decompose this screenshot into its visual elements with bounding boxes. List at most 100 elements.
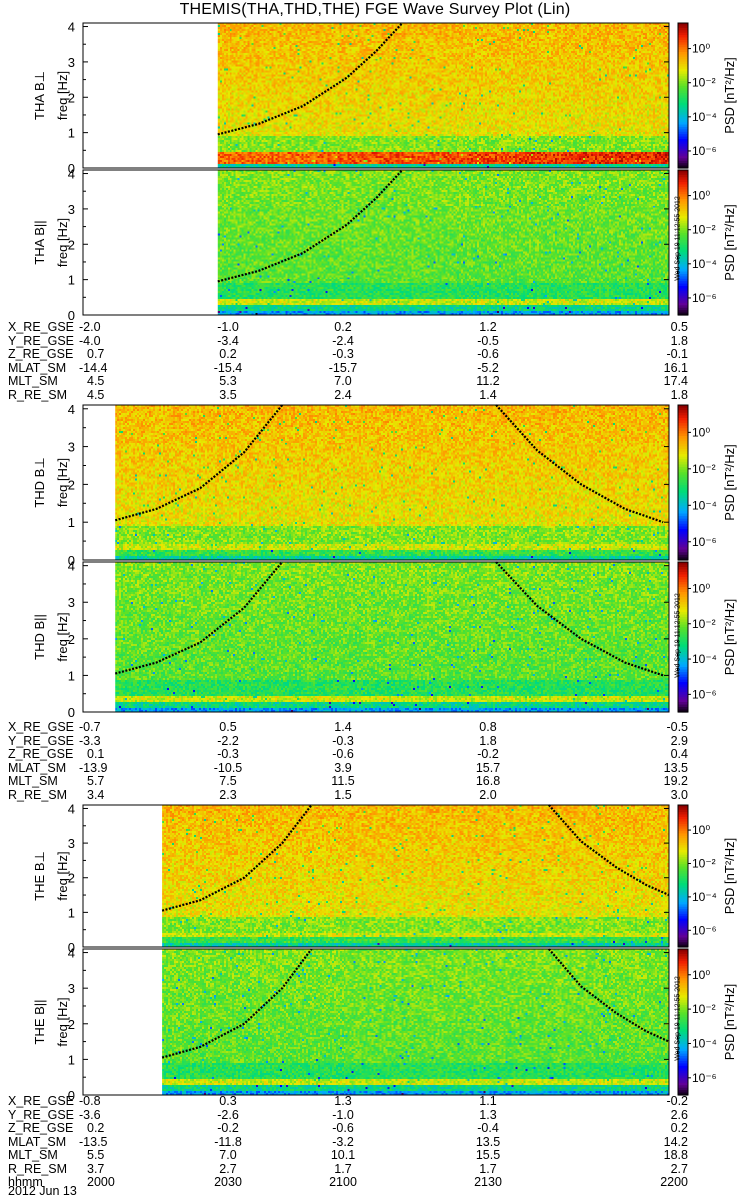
ephemeris-value: 1.4	[479, 387, 497, 402]
colorbar-segment	[678, 59, 688, 63]
colorbar-segment	[678, 607, 688, 611]
ephemeris-value: 2.6	[670, 1107, 688, 1122]
colorbar-segment	[678, 906, 688, 910]
colorbar-segment	[678, 461, 688, 466]
ephemeris-row-mlt_sm: MLT_SM 4.5 5.3 7.0 11.2 17.4	[8, 374, 688, 388]
colorbar-segment	[678, 148, 688, 152]
colorbar-tick-label: 10⁰	[692, 823, 710, 837]
colorbar-segment	[678, 584, 688, 588]
spectrogram-image	[217, 23, 669, 168]
colorbar-segment	[678, 451, 688, 455]
ephemeris-value: 15.7	[475, 760, 501, 775]
colorbar-segment	[678, 592, 688, 596]
colorbar-segment	[678, 887, 688, 891]
colorbar-tick-label: 10⁰	[692, 968, 710, 982]
freq-axis-label: freq [Hz]	[55, 851, 70, 900]
colorbar-segment	[678, 677, 688, 681]
colorbar-segment	[678, 642, 688, 646]
colorbar-segment	[678, 697, 688, 701]
colorbar-segment	[678, 479, 688, 484]
colorbar-segment	[678, 81, 688, 85]
colorbar-segment	[678, 47, 688, 51]
colorbar-segment	[678, 196, 688, 200]
ephemeris-value: 3.4	[87, 787, 105, 802]
colorbar-segment	[678, 290, 688, 294]
colorbar-segment	[678, 95, 688, 99]
ephemeris-value: 2.0	[479, 787, 497, 802]
panel-frame	[82, 404, 670, 561]
y-tick-label: 0	[68, 1088, 75, 1103]
colorbar-segment	[678, 973, 688, 977]
colorbar-segment	[678, 529, 688, 533]
colorbar-segment	[678, 266, 688, 270]
colorbar-segment	[678, 425, 688, 429]
colorbar-segment	[678, 307, 688, 311]
colorbar-segment	[678, 569, 688, 573]
colorbar-segment	[678, 295, 688, 299]
colorbar-segment	[678, 1019, 688, 1023]
colorbar-segment	[678, 160, 688, 164]
y-tick-label: 2	[68, 477, 75, 492]
colorbar-segment	[678, 1092, 688, 1096]
colorbar-segment	[678, 1026, 688, 1030]
colorbar-segment	[678, 992, 688, 996]
colorbar-segment	[678, 203, 688, 207]
colorbar-segment	[678, 828, 688, 832]
freq-axis-label: freq [Hz]	[55, 997, 70, 1046]
ephemeris-label: Z_RE_GSE	[8, 347, 74, 361]
colorbar-segment	[678, 201, 688, 205]
colorbar-segment	[678, 114, 688, 118]
colorbar-segment	[678, 823, 688, 827]
colorbar-segment	[678, 454, 688, 458]
colorbar-segment	[678, 647, 688, 651]
colorbar-segment	[678, 913, 688, 917]
ephemeris-value: 2100	[329, 1175, 357, 1189]
colorbar-segment	[678, 1041, 688, 1045]
colorbar-segment	[678, 937, 688, 941]
colorbar-label: PSD [nT²/Hz]	[722, 444, 737, 521]
spectrogram-panel-thd-par: 0 1 2 3 4 THD B|| freq [Hz]	[32, 559, 670, 720]
colorbar-segment	[678, 970, 688, 974]
colorbar-segment	[678, 232, 688, 236]
colorbar-segment	[678, 694, 688, 698]
ephemeris-value: 0.2	[670, 1121, 688, 1135]
curve-gyro_freq	[217, 169, 404, 283]
y-tick-label: 4	[68, 946, 75, 961]
y-tick-label: 2	[68, 1017, 75, 1032]
ephemeris-value: -4.0	[79, 333, 101, 348]
ephemeris-value: -0.6	[332, 747, 354, 761]
colorbar-segment	[678, 577, 688, 581]
colorbar-tick-label: 10⁻²	[692, 462, 716, 476]
freq-axis-label: freq [Hz]	[55, 458, 70, 507]
colorbar-segment	[678, 662, 688, 666]
colorbar-segment	[678, 842, 688, 846]
colorbar-segment	[678, 1007, 688, 1011]
y-tick-label: 0	[68, 553, 75, 568]
colorbar-segment	[678, 1075, 688, 1079]
ephemeris-value: -3.2	[332, 1134, 354, 1149]
colorbar-segment	[678, 438, 688, 442]
colorbar-segment	[678, 672, 688, 676]
y-tick-label: 2	[68, 871, 75, 886]
ephemeris-value: -10.5	[213, 760, 243, 775]
colorbar-segment	[678, 554, 688, 559]
colorbar-segment	[678, 978, 688, 982]
colorbar-tick-label: 10⁰	[692, 42, 710, 56]
colorbar-segment	[678, 52, 688, 56]
y-tick-label: 2	[68, 632, 75, 647]
ephemeris-label: MLAT_SM	[8, 760, 67, 775]
ephemeris-row-y_re_gse: Y_RE_GSE -3.3 -2.2 -0.3 1.8 2.9	[8, 734, 688, 748]
colorbar-segment	[678, 624, 688, 628]
colorbar-segment	[678, 206, 688, 210]
colorbar-segment	[678, 423, 688, 427]
curve-gyro_freq_fall	[495, 404, 664, 524]
ephemeris-value: 0.4	[670, 747, 688, 761]
colorbar-segment	[678, 208, 688, 212]
y-tick-label: 0	[68, 705, 75, 720]
plot-timestamp: Wed Sep 19 11:12:55 2012	[673, 167, 683, 317]
colorbar-segment	[678, 415, 688, 419]
colorbar-segment	[678, 838, 688, 842]
panel-label: THD B⊥	[32, 457, 47, 507]
y-tick-label: 0	[68, 308, 75, 323]
colorbar-segment	[678, 510, 688, 515]
